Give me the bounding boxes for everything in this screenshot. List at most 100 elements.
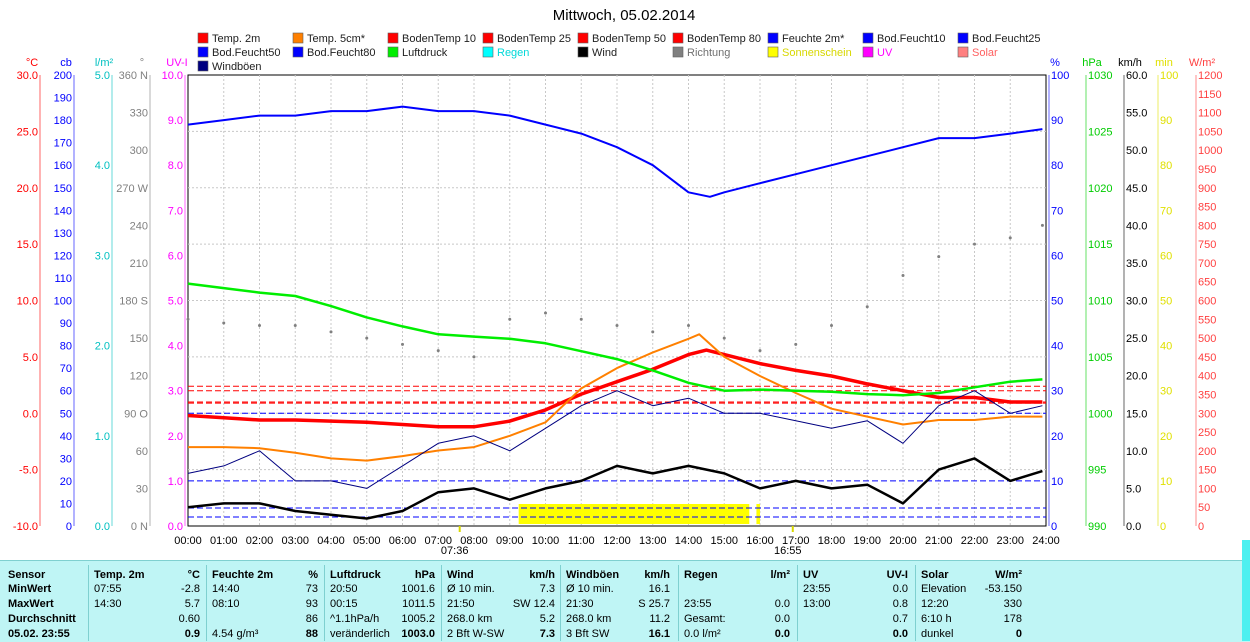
- stats-cell: 1001.6: [401, 583, 435, 595]
- y-tick-label: 950: [1198, 164, 1216, 176]
- stats-cell: 14:30: [94, 598, 122, 610]
- y-tick-label: 100: [1160, 70, 1178, 82]
- sunset-label: 16:55: [774, 545, 802, 557]
- y-tick-label: 10.0: [1126, 446, 1147, 458]
- stats-cell: MaxWert: [8, 598, 54, 610]
- y-tick-label: 110: [54, 273, 72, 285]
- wind-direction-point: [901, 273, 905, 277]
- legend-swatch: [577, 32, 589, 44]
- stats-cell: ^1.1hPa/h: [330, 613, 380, 625]
- y-tick-label: 1.0: [168, 476, 183, 488]
- feuchte-2m-line: [187, 105, 1043, 198]
- wind-direction-point: [1040, 223, 1044, 227]
- stats-cell: 4.54 g/m³: [212, 628, 259, 640]
- x-tick-label: 00:00: [174, 535, 202, 547]
- y-tick-label: 1050: [1198, 126, 1222, 138]
- y-tick-label: 35.0: [1126, 258, 1147, 270]
- y-tick-label: 70: [60, 363, 72, 375]
- x-tick-label: 24:00: [1032, 535, 1060, 547]
- stats-cell: hPa: [414, 569, 435, 581]
- y-tick-label: 90 O: [124, 408, 148, 420]
- y-tick-label: 120: [130, 371, 148, 383]
- x-tick-label: 23:00: [996, 535, 1024, 547]
- stats-cell: W/m²: [995, 569, 1022, 581]
- stats-cell: Wind: [447, 569, 474, 581]
- legend-label: Bod.Feucht10: [877, 33, 946, 45]
- stats-cell: 3 Bft SW: [566, 628, 610, 640]
- stats-cell: Temp. 2m: [94, 569, 145, 581]
- axes: 00:00 01:00 02:00 03:00 04:00 05:00 06:00 07:00…: [13, 57, 1223, 557]
- y-tick-label: 250: [1198, 427, 1216, 439]
- y-tick-label: 90: [60, 318, 72, 330]
- stats-divider: [206, 565, 207, 641]
- y-tick-label: 2.0: [168, 431, 183, 443]
- stats-cell: 0.9: [184, 628, 200, 640]
- stats-cell: Ø 10 min.: [447, 583, 495, 595]
- y-tick-label: 50: [1160, 296, 1172, 308]
- stats-cell: 21:50: [447, 598, 475, 610]
- legend-label: BodenTemp 25: [497, 33, 571, 45]
- scrollbar-thumb[interactable]: [1242, 540, 1250, 641]
- wind-direction-point: [615, 324, 619, 328]
- y-tick-label: 50: [1198, 502, 1210, 514]
- y-tick-label: 30: [136, 483, 148, 495]
- legend-label: Sonnenschein: [782, 47, 852, 59]
- stats-cell: dunkel: [921, 628, 954, 640]
- stats-cell: Elevation: [921, 583, 967, 595]
- y-tick-label: 1005: [1088, 352, 1112, 364]
- y-tick-label: 350: [1198, 389, 1216, 401]
- wind-line: [187, 457, 1043, 520]
- legend-swatch: [672, 32, 684, 44]
- y-tick-label: 150: [130, 333, 148, 345]
- stats-divider: [678, 565, 679, 641]
- legend-label: Windböen: [212, 61, 262, 73]
- x-tick-label: 08:00: [460, 535, 488, 547]
- wind-direction-point: [937, 255, 941, 259]
- y-tick-label: 30: [60, 453, 72, 465]
- y-axis-unit: %: [1050, 57, 1060, 69]
- y-tick-label: 150: [1198, 465, 1216, 477]
- legend-swatch: [387, 46, 399, 58]
- stats-cell: Ø 10 min.: [566, 583, 614, 595]
- stats-cell: 88: [305, 628, 318, 640]
- y-tick-label: 5.0: [168, 296, 183, 308]
- chart-title: Mittwoch, 05.02.2014: [553, 7, 696, 24]
- y-tick-label: 750: [1198, 239, 1216, 251]
- y-tick-label: 1025: [1088, 126, 1112, 138]
- stats-cell: Windböen: [566, 569, 620, 581]
- stats-cell: 0.8: [892, 598, 908, 610]
- y-tick-label: 1100: [1198, 108, 1222, 120]
- stats-cell: SW 12.4: [512, 598, 555, 610]
- legend-swatch: [197, 32, 209, 44]
- y-tick-label: 990: [1088, 521, 1106, 533]
- stats-divider: [797, 565, 798, 641]
- legend-label: Wind: [592, 47, 617, 59]
- y-tick-label: 300: [130, 145, 148, 157]
- y-tick-label: 3.0: [168, 386, 183, 398]
- wind-direction-point: [258, 324, 261, 328]
- y-tick-label: 6.0: [168, 250, 183, 262]
- statistics-panel: Sensor Temp. 2m °C Feuchte 2m% Luftdruck hPa W…: [0, 560, 1250, 642]
- y-tick-label: 10: [60, 498, 72, 510]
- stats-cell: 2 Bft W-SW: [447, 628, 505, 640]
- stats-cell: 07:55: [94, 583, 122, 595]
- stats-cell: km/h: [644, 569, 670, 581]
- stats-cell: veränderlich: [330, 628, 390, 640]
- x-tick-label: 11:00: [568, 535, 595, 547]
- legend-swatch: [862, 46, 874, 58]
- y-tick-label: 1200: [1198, 70, 1222, 82]
- stats-cell: Luftdruck: [330, 569, 381, 581]
- x-tick-label: 10:00: [532, 535, 560, 547]
- wind-direction-point: [830, 324, 833, 328]
- legend-label: Feuchte 2m*: [782, 33, 845, 45]
- x-tick-label: 04:00: [317, 535, 345, 547]
- legend-label: Richtung: [687, 47, 730, 59]
- y-axis-unit: UV-I: [166, 57, 187, 69]
- y-tick-label: 15.0: [1126, 408, 1147, 420]
- stats-cell: -2.8: [181, 583, 200, 595]
- stats-divider: [324, 565, 325, 641]
- stats-cell: 0.0 l/m²: [684, 628, 721, 640]
- stats-cell: 0.60: [178, 613, 200, 625]
- y-tick-label: 4.0: [168, 341, 183, 353]
- temp-2m-line: [187, 348, 1043, 429]
